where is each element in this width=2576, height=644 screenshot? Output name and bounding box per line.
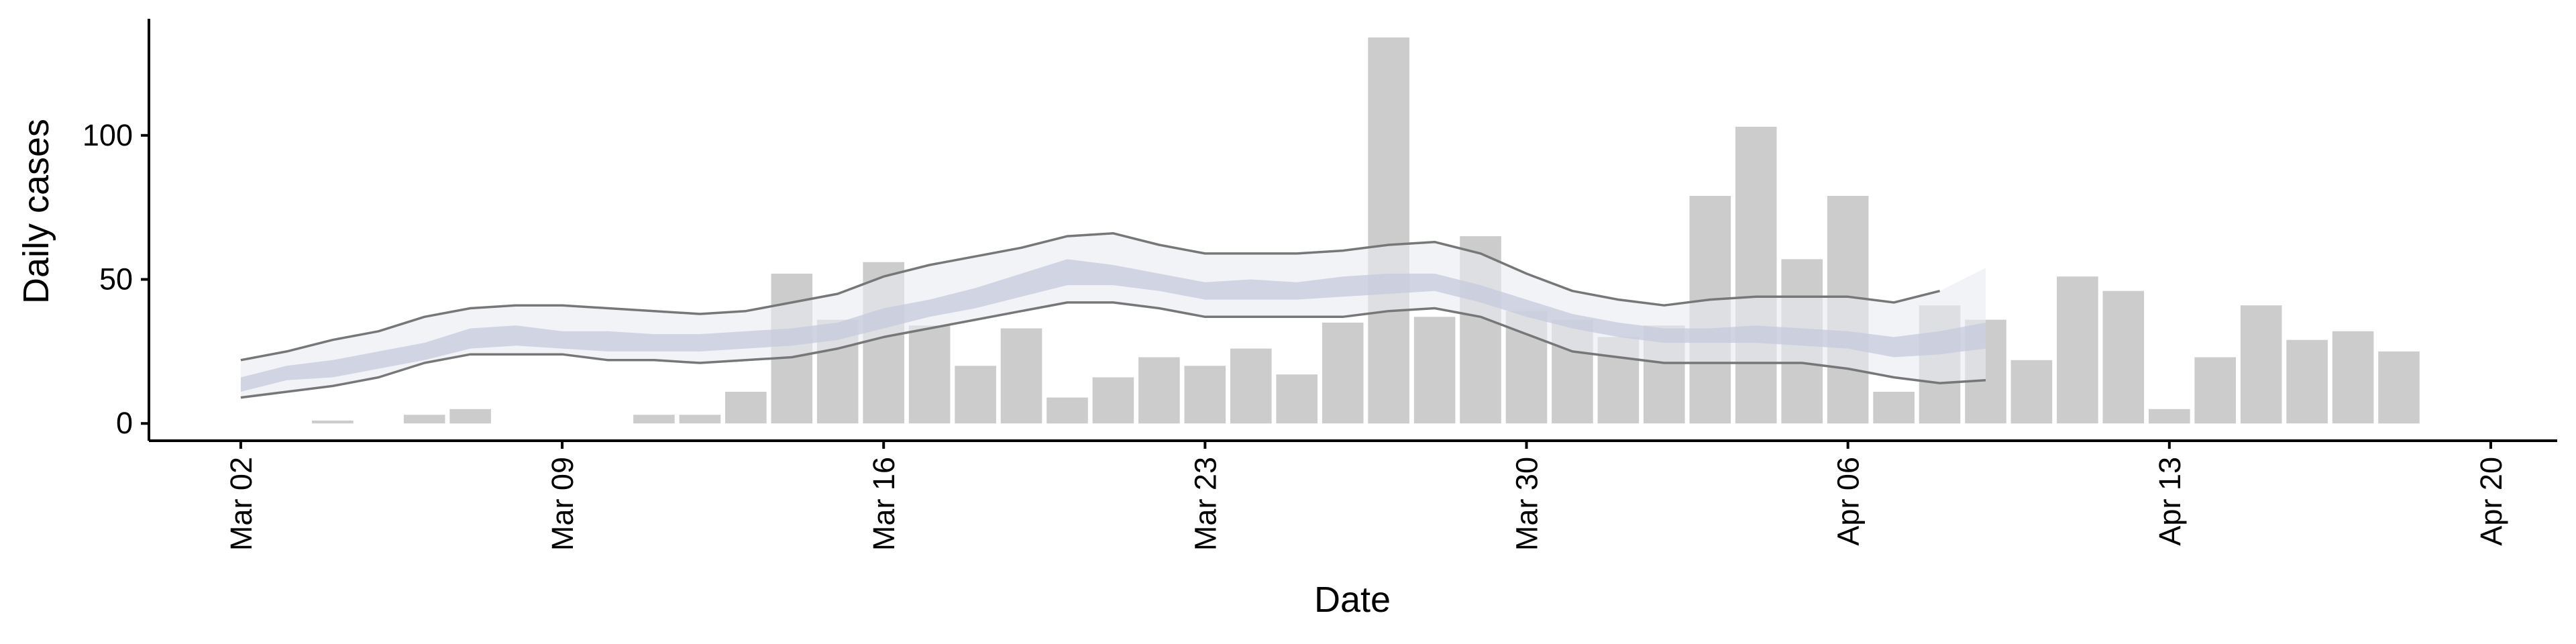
inner-uncertainty-band (240, 259, 1986, 392)
bar-2020-03-11 (633, 415, 675, 424)
bar-2020-04-17 (2332, 331, 2374, 424)
outer-uncertainty-band (240, 233, 1986, 398)
bar-2020-04-16 (2286, 339, 2328, 424)
bar-2020-03-21 (1092, 377, 1134, 424)
upper-bound-line (240, 232, 1941, 362)
x-tick-label-1: Mar 09 (545, 457, 580, 551)
bar-2020-04-14 (2194, 357, 2236, 424)
bar-2020-03-07 (449, 409, 491, 424)
bar-2020-04-11 (2057, 276, 2098, 424)
x-tick-label-4: Mar 30 (1510, 457, 1544, 551)
bar-2020-03-17 (908, 325, 951, 424)
y-tick-label-50: 50 (99, 262, 133, 297)
bar-2020-04-13 (2149, 409, 2190, 424)
bar-2020-03-24 (1230, 348, 1272, 424)
y-axis-title: Daily cases (16, 119, 56, 304)
bar-2020-04-04 (1735, 126, 1777, 424)
x-tick-label-3: Mar 23 (1188, 457, 1222, 551)
bar-2020-04-18 (2378, 351, 2420, 424)
x-axis-title: Date (1314, 580, 1391, 620)
bar-2020-03-04 (312, 420, 354, 424)
bar-2020-04-07 (1873, 392, 1915, 424)
bar-2020-04-12 (2102, 290, 2145, 424)
x-tick-label-5: Apr 06 (1831, 457, 1866, 546)
bar-2020-04-15 (2240, 305, 2282, 424)
bar-2020-03-19 (1000, 328, 1042, 424)
bar-2020-03-22 (1138, 357, 1180, 424)
plot-area (240, 37, 2420, 424)
bar-2020-03-18 (955, 366, 996, 424)
axes: 0 50 100 Mar 02 Mar 09 Mar 16 Mar 23 Mar 30 Apr … (83, 19, 2557, 551)
x-tick-label-0: Mar 02 (224, 457, 258, 551)
bar-2020-03-28 (1413, 317, 1456, 424)
bar-2020-03-26 (1322, 322, 1364, 424)
bar-2020-03-25 (1276, 374, 1318, 424)
x-tick-label-2: Mar 16 (867, 457, 901, 551)
bar-2020-03-13 (725, 392, 767, 424)
bar-2020-03-27 (1368, 37, 1409, 424)
y-tick-label-100: 100 (83, 118, 133, 152)
x-tick-label-7: Apr 20 (2474, 457, 2508, 546)
x-tick-label-6: Apr 13 (2153, 457, 2187, 546)
bar-2020-03-20 (1046, 397, 1088, 424)
bar-2020-03-23 (1184, 366, 1226, 424)
y-tick-label-0: 0 (116, 406, 133, 440)
bar-2020-03-12 (679, 415, 721, 424)
bar-2020-03-06 (403, 415, 445, 424)
bar-2020-04-10 (2010, 360, 2053, 424)
lower-bound-line (240, 301, 1986, 399)
